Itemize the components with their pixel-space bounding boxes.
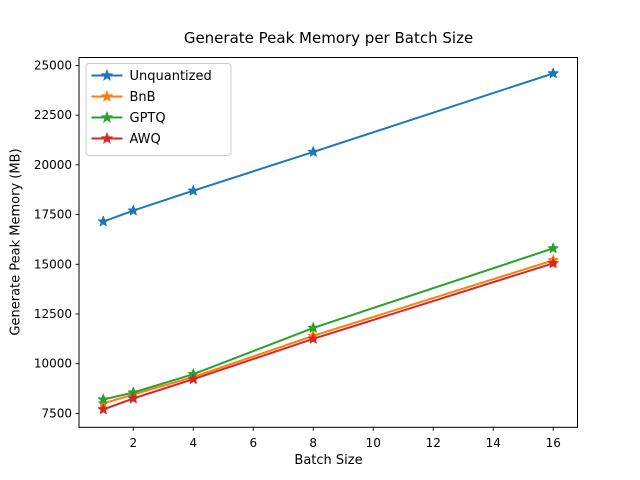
y-axis: 7500 10000 12500 15000 17500 20000 22500 25000 [34,58,79,420]
legend-label: GPTQ [130,111,166,126]
y-tick-label: 10000 [34,357,72,371]
legend-box [85,63,232,156]
legend: Unquantized BnB GPTQ AWQ [85,63,232,156]
legend-marker [100,68,114,81]
x-axis: 2 4 6 8 10 12 14 16 [129,427,561,450]
data-point-marker-gptq [307,322,319,333]
x-tick-label: 6 [249,436,257,450]
legend-entry: GPTQ [91,110,166,126]
series-bnb [97,254,559,409]
legend-entry: BnB [91,89,156,105]
data-point-marker-awq [97,403,109,415]
y-tick-label: 20000 [34,158,72,172]
data-point-marker-unquantized [547,67,559,79]
series-awq [97,257,559,415]
y-tick-label: 15000 [34,257,72,271]
y-tick-label: 12500 [34,307,72,321]
x-tick-label: 16 [546,436,561,450]
legend-label: Unquantized [130,69,212,84]
legend-marker [100,131,114,144]
data-point-marker-unquantized [97,215,109,227]
y-axis-label: Generate Peak Memory (MB) [8,148,24,336]
data-point-marker-gptq [97,393,109,405]
data-point-marker-unquantized [187,185,199,196]
y-tick-label: 17500 [34,208,72,222]
data-point-marker-awq [127,392,139,404]
data-point-marker-awq [307,333,319,344]
x-tick-label: 10 [366,436,381,450]
data-point-marker-awq [187,373,199,384]
plot-frame [78,57,578,428]
data-point-marker-awq [547,257,559,268]
x-tick-label: 4 [189,436,197,450]
y-tick-label: 7500 [41,406,72,420]
data-point-marker-unquantized [127,204,139,216]
x-tick-label: 8 [309,436,317,450]
series-unquantized [97,67,559,227]
series-gptq [97,242,559,405]
y-tick-label: 22500 [34,108,72,122]
x-tick-label: 14 [486,436,501,450]
series-line-gptq [102,247,555,401]
legend-label: AWQ [130,132,161,147]
legend-label: BnB [130,90,156,105]
legend-marker [100,110,114,123]
legend-marker [100,89,114,102]
chart-title: Generate Peak Memory per Batch Size [183,29,474,47]
data-point-marker-unquantized [307,146,319,157]
x-axis-label: Batch Size [294,453,363,468]
x-tick-label: 2 [129,436,137,450]
legend-entry: AWQ [91,131,161,147]
series-line-awq [102,262,555,411]
data-point-marker-gptq [547,242,559,254]
y-tick-label: 25000 [34,58,72,72]
x-tick-label: 12 [426,436,441,450]
legend-entry: Unquantized [91,68,212,84]
